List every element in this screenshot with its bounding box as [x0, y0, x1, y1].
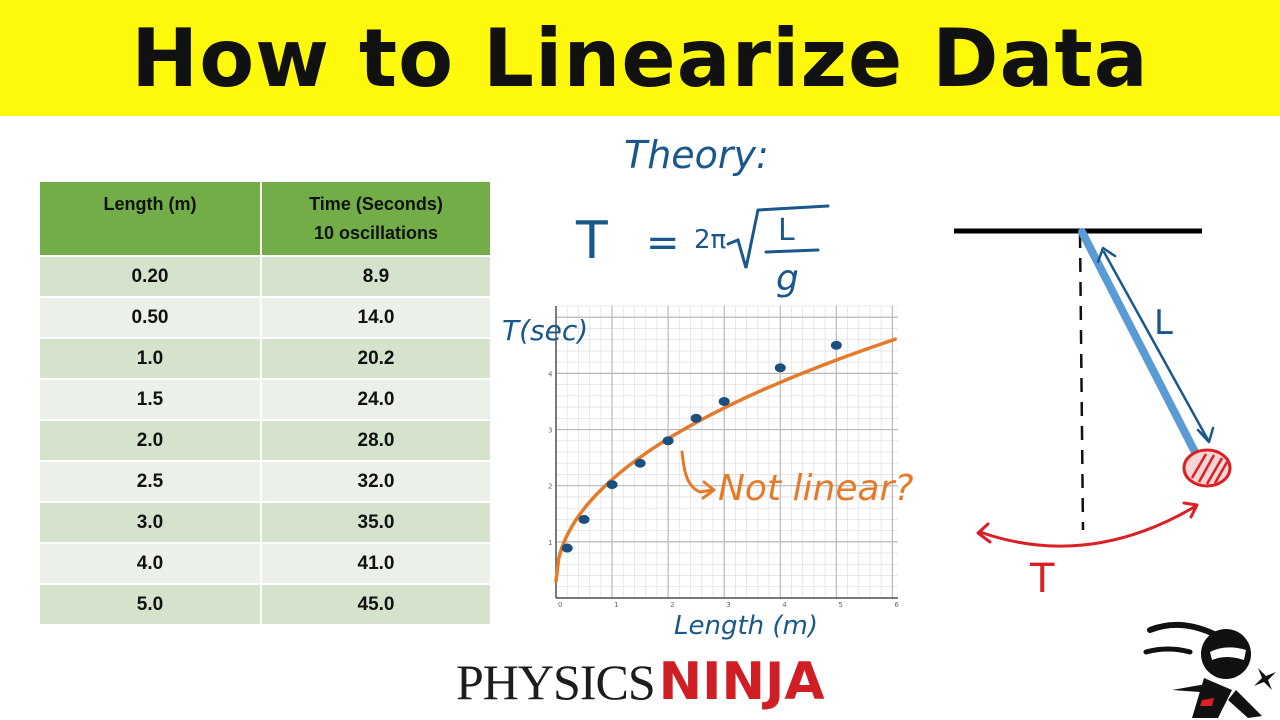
- bob-hatching: [1190, 453, 1229, 485]
- time-cell: 41.0: [261, 542, 490, 584]
- table-row: 1.0 20.2: [40, 337, 490, 379]
- data-table: Length (m) Time (Seconds) 10 oscillations…: [40, 182, 490, 624]
- x-tick-labels: 0 1 2 3 4 5 6: [558, 601, 899, 609]
- y-tick-label: 2: [548, 483, 552, 491]
- page-title: How to Linearize Data: [131, 11, 1149, 105]
- x-tick-label: 6: [894, 601, 899, 609]
- time-cell: 32.0: [261, 460, 490, 502]
- time-cell: 35.0: [261, 501, 490, 543]
- time-cell: 8.9: [261, 255, 490, 297]
- length-cell: 2.5: [40, 460, 262, 502]
- grid-minor: [556, 305, 898, 598]
- brand-part-1: PHYSICS: [456, 654, 656, 710]
- data-point: [606, 480, 618, 490]
- length-cell: 3.0: [40, 501, 262, 543]
- table-header-row: Length (m) Time (Seconds) 10 oscillations: [40, 182, 490, 256]
- chart: 0 1 2 3 4 5 6 1 2 3 4: [548, 305, 899, 609]
- formula-T: T: [575, 211, 608, 271]
- y-tick-label: 1: [548, 539, 552, 547]
- title-banner: How to Linearize Data: [0, 0, 1280, 116]
- table-row: 3.0 35.0: [40, 501, 490, 543]
- data-point: [634, 458, 646, 468]
- table-row: 2.5 32.0: [40, 460, 490, 502]
- table-row: 1.5 24.0: [40, 378, 490, 420]
- length-cell: 4.0: [40, 542, 262, 584]
- y-tick-labels: 1 2 3 4: [548, 370, 553, 546]
- time-cell: 45.0: [261, 583, 490, 624]
- length-cell: 0.50: [40, 296, 262, 338]
- data-point: [690, 413, 702, 423]
- x-tick-label: 4: [782, 601, 787, 609]
- data-point: [774, 363, 786, 373]
- pendulum-diagram: L T: [954, 228, 1232, 602]
- brand-part-2: NINJA: [658, 652, 825, 712]
- x-tick-label: 0: [558, 601, 562, 609]
- table-row: 0.50 14.0: [40, 296, 490, 338]
- table-row: 2.0 28.0: [40, 419, 490, 461]
- formula-g: g: [776, 258, 799, 299]
- table-row: 4.0 41.0: [40, 542, 490, 584]
- not-linear-label: Not linear?: [718, 468, 913, 509]
- length-cell: 2.0: [40, 419, 262, 461]
- time-cell: 20.2: [261, 337, 490, 379]
- formula-L: L: [778, 213, 795, 248]
- fit-curve: [554, 337, 897, 583]
- x-tick-label: 2: [670, 601, 674, 609]
- sqrt-sign: [726, 204, 830, 269]
- table-row: 5.0 45.0: [40, 583, 490, 624]
- data-point: [561, 543, 573, 553]
- data-point: [578, 514, 590, 524]
- x-tick-label: 5: [838, 601, 842, 609]
- length-cell: 5.0: [40, 583, 262, 624]
- data-point: [830, 340, 842, 350]
- brand-logo: PHYSICSNINJA: [456, 652, 825, 712]
- data-point: [718, 396, 730, 406]
- x-tick-label: 3: [726, 601, 730, 609]
- time-cell: 28.0: [261, 419, 490, 461]
- x-tick-label: 1: [614, 601, 618, 609]
- period-label: T: [1029, 556, 1055, 602]
- time-cell: 24.0: [261, 378, 490, 420]
- theory-label: Theory:: [624, 133, 769, 177]
- formula: T = 2π L g: [575, 204, 830, 299]
- x-axis-label: Length (m): [674, 611, 818, 641]
- header-time: Time (Seconds) 10 oscillations: [261, 182, 490, 256]
- vertical-dashed-line: [1078, 233, 1085, 531]
- formula-equals: =: [646, 220, 680, 266]
- length-cell: 1.0: [40, 337, 262, 379]
- length-arrow: [1096, 246, 1215, 444]
- length-cell: 0.20: [40, 255, 262, 297]
- data-points: [561, 340, 842, 553]
- pendulum-rod: [1078, 228, 1201, 460]
- ninja-logo: [1143, 621, 1276, 718]
- data-point: [662, 436, 674, 446]
- header-length: Length (m): [40, 182, 262, 256]
- swing-arc-arrow: [976, 501, 1199, 548]
- table-row: 0.20 8.9: [40, 255, 490, 297]
- y-axis-label: T(sec): [502, 314, 588, 347]
- arrow-annotation: [680, 450, 716, 500]
- y-tick-label: 4: [548, 370, 553, 378]
- fraction-bar: [764, 248, 820, 254]
- pendulum-length-label: L: [1154, 303, 1173, 343]
- y-tick-label: 3: [548, 427, 552, 435]
- time-cell: 14.0: [261, 296, 490, 338]
- length-cell: 1.5: [40, 378, 262, 420]
- formula-two-pi: 2π: [694, 225, 726, 255]
